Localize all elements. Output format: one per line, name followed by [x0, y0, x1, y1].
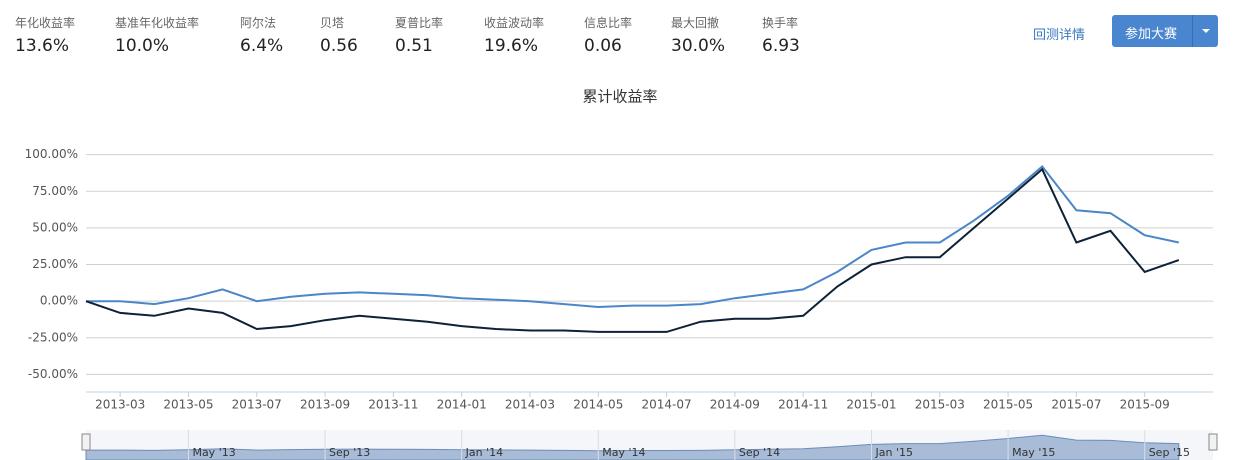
dropdown-caret[interactable] [1202, 29, 1210, 37]
x-tick-label: 2014-11 [778, 398, 828, 412]
x-tick-label: 2015-05 [983, 398, 1033, 412]
metric-label: 收益波动率 [484, 16, 545, 30]
x-tick-label: 2013-07 [232, 398, 282, 412]
y-tick-label: -25.00% [28, 330, 78, 344]
y-tick-label: 25.00% [32, 257, 78, 271]
metric: 最大回撤 30.0% [671, 14, 725, 56]
x-tick-label: 2013-09 [300, 398, 350, 412]
y-tick-label: -50.00% [28, 367, 78, 381]
x-tick-label: 2014-05 [573, 398, 623, 412]
x-tick-label: 2015-01 [846, 398, 896, 412]
navigator-handle[interactable] [1208, 433, 1218, 451]
metric-value: 10.0% [115, 36, 170, 56]
navigator-handle[interactable] [81, 433, 91, 451]
metric-label: 最大回撤 [671, 16, 720, 30]
navigator-label: Jan '14 [465, 446, 503, 459]
metric: 贝塔 0.56 [320, 14, 358, 56]
y-tick-label: 50.00% [32, 220, 78, 234]
metric-label: 贝塔 [320, 16, 345, 30]
navigator-label: Sep '14 [739, 446, 780, 459]
x-tick-label: 2015-09 [1120, 398, 1170, 412]
metric-value: 6.93 [762, 36, 800, 56]
join-button[interactable]: 参加大赛 [1112, 15, 1218, 47]
series-line [86, 164, 1180, 309]
navigator-label: May '13 [192, 446, 235, 459]
navigator-label: Jan '15 [874, 446, 912, 459]
navigator-label: May '15 [1012, 446, 1055, 459]
details-link[interactable]: 回测详情 [1033, 28, 1086, 43]
metric-value: 0.51 [395, 36, 433, 56]
x-tick-label: 2015-07 [1051, 398, 1101, 412]
metric-value: 19.6% [484, 36, 539, 56]
navigator-area [85, 434, 1180, 460]
metric: 年化收益率 13.6% [15, 14, 75, 56]
metric-label: 基准年化收益率 [115, 16, 200, 30]
x-tick-label: 2014-09 [710, 398, 760, 412]
metric: 基准年化收益率 10.0% [115, 14, 199, 56]
x-tick-label: 2014-03 [505, 398, 555, 412]
metric-label: 年化收益率 [15, 16, 76, 30]
metric-value: 0.56 [320, 36, 358, 56]
metric: 换手率 6.93 [762, 14, 800, 56]
metric-value: 13.6% [15, 36, 70, 56]
series-line [85, 167, 1180, 333]
metric-value: 0.06 [584, 36, 622, 56]
x-tick-label: 2014-07 [642, 398, 692, 412]
navigator-label: May '14 [602, 446, 645, 459]
x-tick-label: 2013-03 [95, 398, 145, 412]
y-tick-label: 100.00% [25, 147, 78, 161]
metric: 收益波动率 19.6% [484, 14, 544, 56]
x-tick-label: 2013-05 [163, 398, 213, 412]
metric-value: 30.0% [671, 36, 726, 56]
x-tick-label: 2013-11 [368, 398, 418, 412]
join-label: 参加大赛 [1125, 27, 1178, 42]
metric: 阿尔法 6.4% [240, 14, 283, 56]
metric-label: 阿尔法 [240, 16, 277, 30]
metric: 夏普比率 0.51 [395, 14, 443, 56]
chart-title: 累计收益率 [582, 88, 657, 106]
navigator-label: Sep '15 [1149, 446, 1190, 459]
navigator-label: Sep '13 [329, 446, 370, 459]
y-tick-label: 75.00% [32, 184, 78, 198]
metric-value: 6.4% [240, 36, 284, 56]
x-tick-label: 2014-01 [437, 398, 487, 412]
y-tick-label: 0.00% [40, 294, 78, 308]
metric-label: 换手率 [762, 16, 799, 30]
metric-label: 信息比率 [584, 16, 633, 30]
metric-label: 夏普比率 [395, 16, 444, 30]
x-tick-label: 2015-03 [915, 398, 965, 412]
metric: 信息比率 0.06 [584, 14, 632, 56]
